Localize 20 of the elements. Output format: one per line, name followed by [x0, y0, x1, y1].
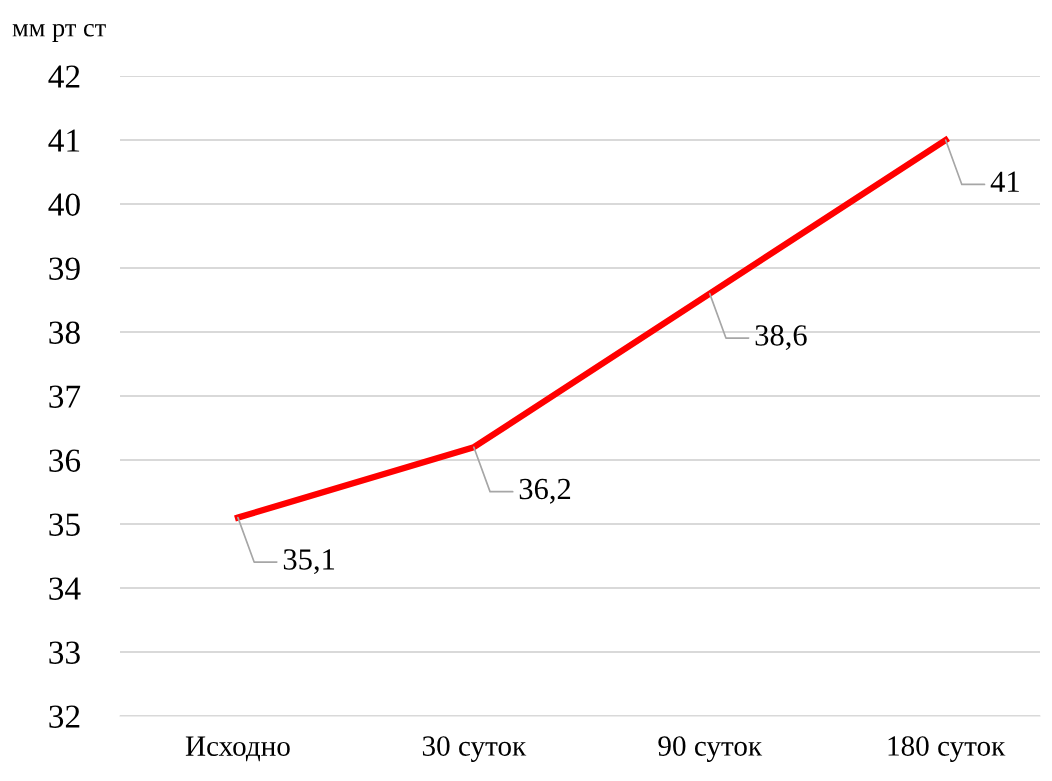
y-tick-label: 40 [48, 193, 80, 216]
y-tick-label: 32 [49, 705, 80, 728]
y-tick-label: 36 [49, 449, 81, 472]
y-tick-label: 34 [49, 577, 81, 600]
x-tick-label: 90 суток [658, 736, 763, 762]
data-label: 36,2 [519, 478, 571, 504]
y-axis-title: мм рт ст [12, 23, 106, 42]
x-tick-label: 30 суток [422, 736, 527, 762]
y-tick-label: 38 [49, 321, 80, 344]
y-tick-label: 35 [49, 513, 80, 536]
y-tick-label: 41 [48, 129, 80, 152]
data-label: 38,6 [755, 325, 807, 351]
y-tick-label: 39 [49, 257, 80, 280]
data-label: 41 [990, 171, 1019, 192]
data-label: 35,1 [283, 549, 335, 575]
x-tick-label: 180 суток [888, 736, 1006, 762]
x-tick-label: Исходно [185, 736, 290, 762]
y-tick-label: 37 [49, 385, 81, 408]
y-tick-label: 42 [48, 65, 80, 88]
y-tick-label: 33 [49, 641, 80, 664]
